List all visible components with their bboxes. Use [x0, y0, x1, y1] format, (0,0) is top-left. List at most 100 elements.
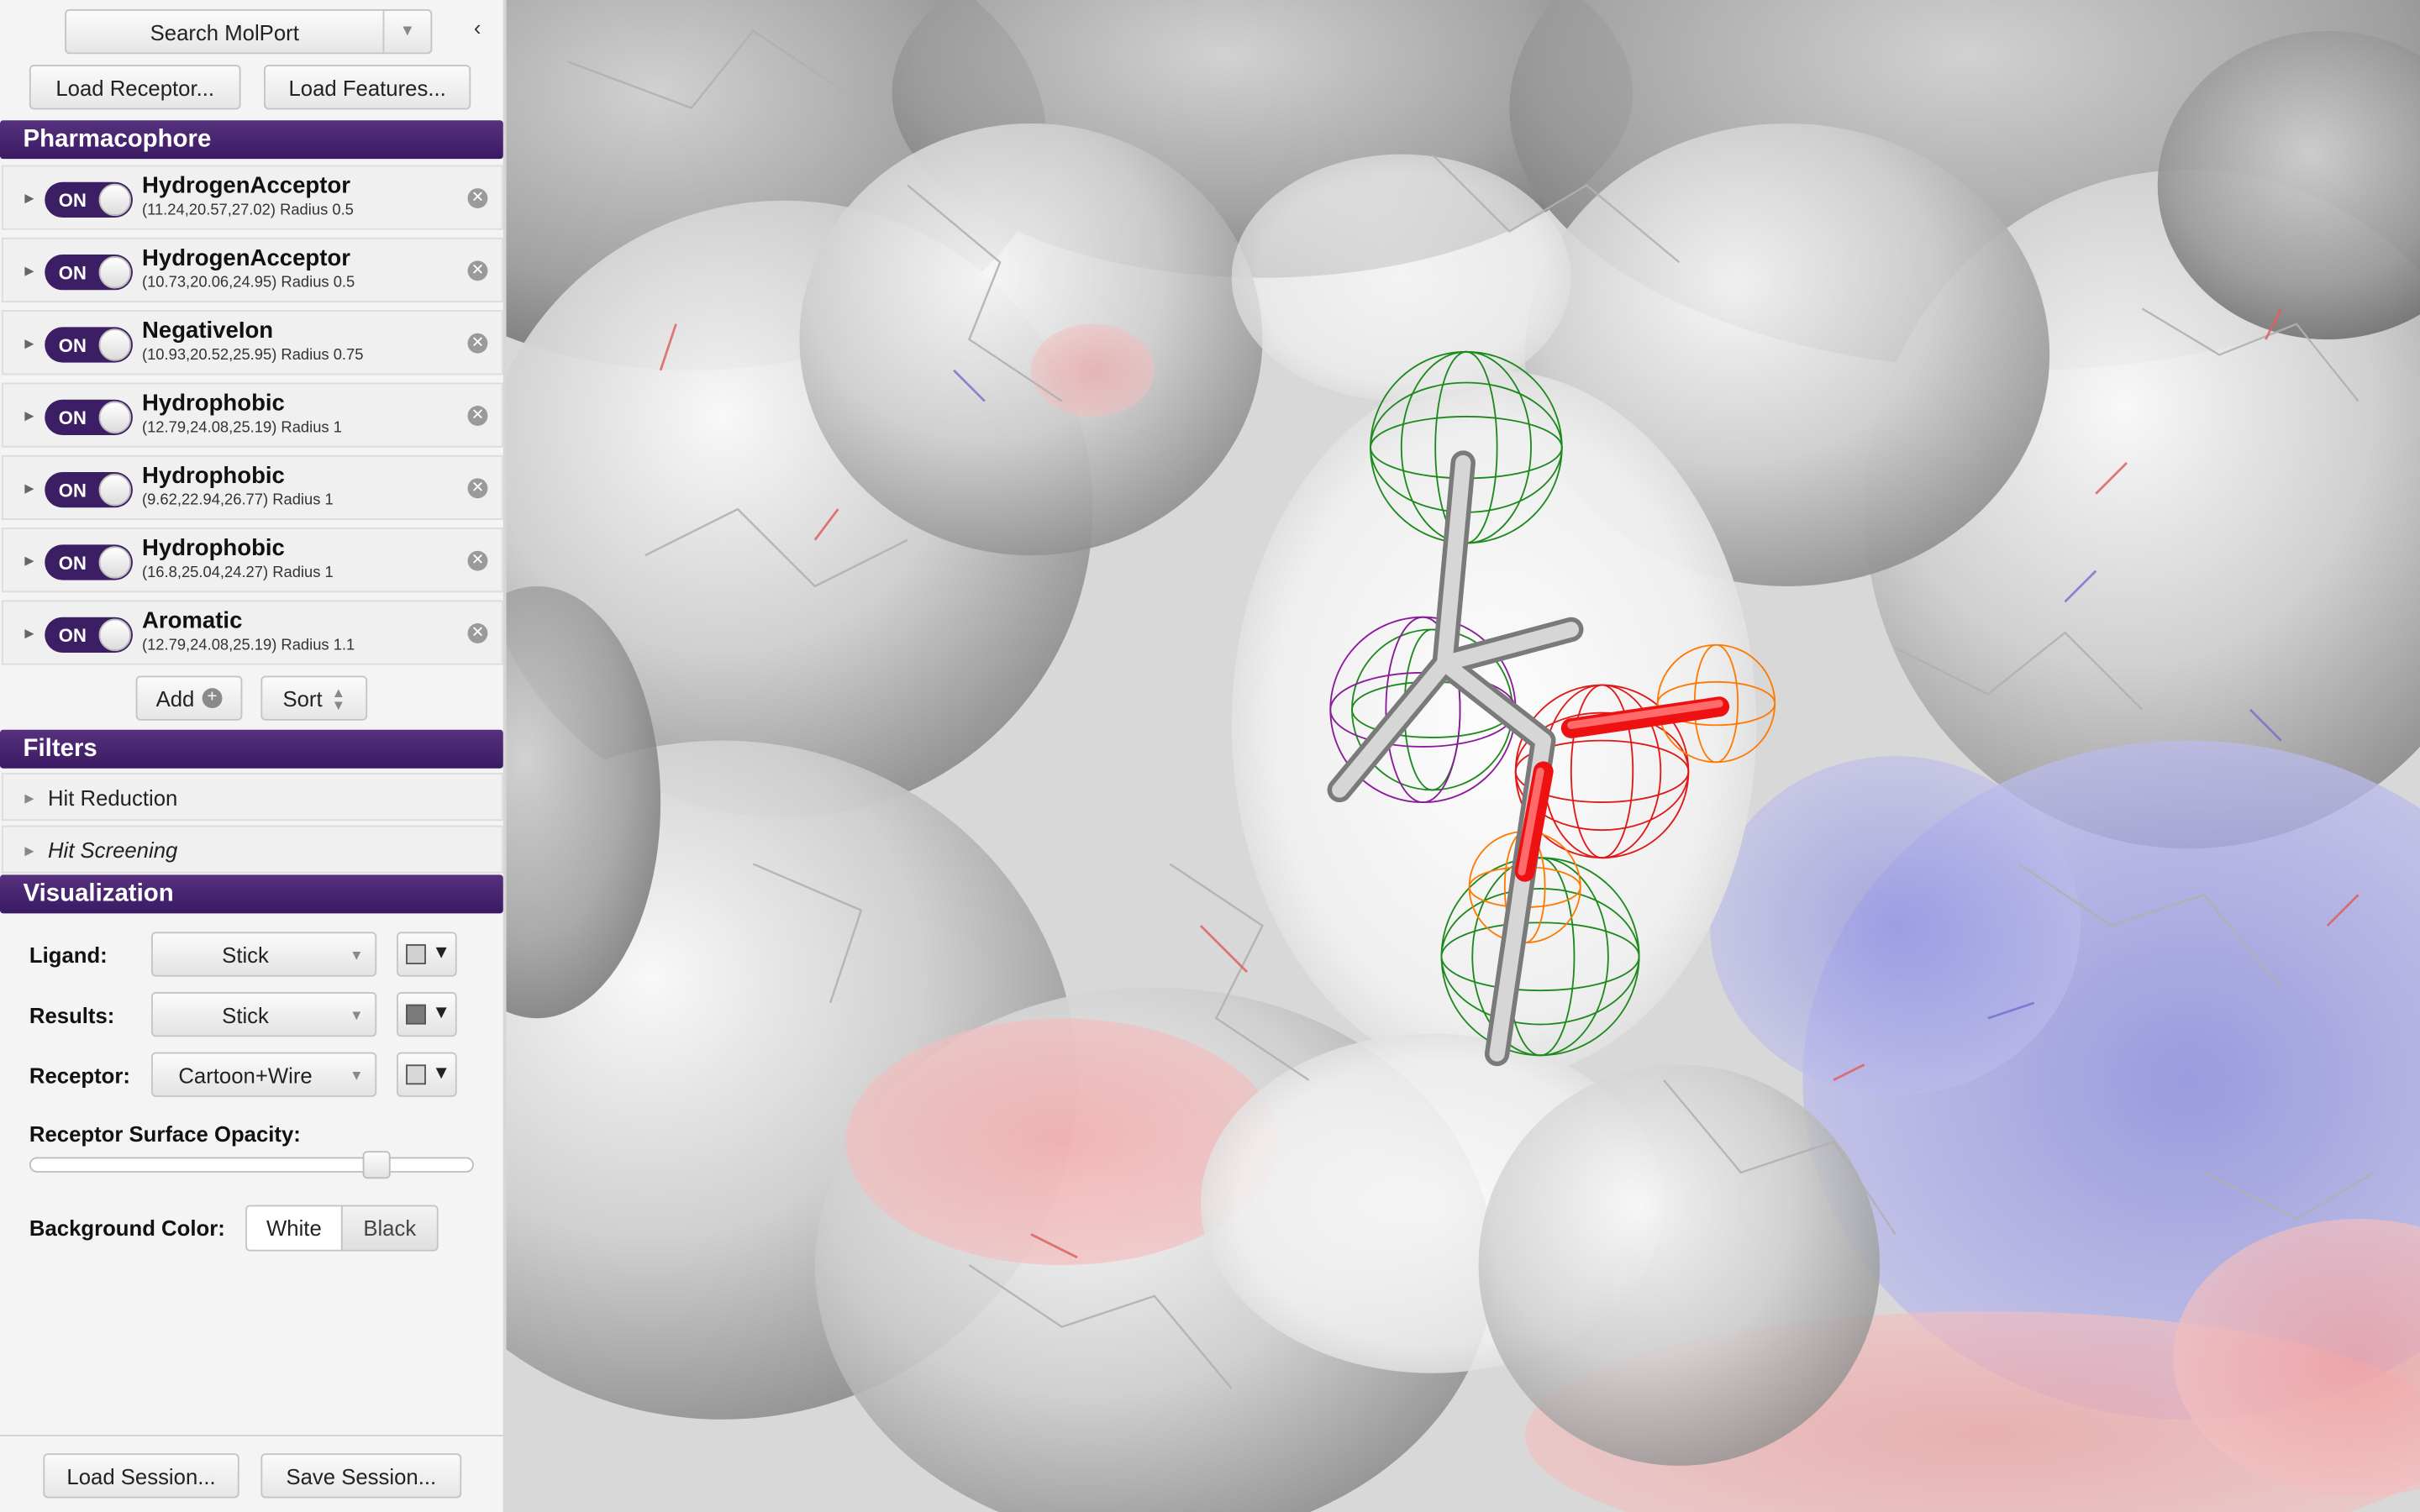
feature-radius: Radius 0.5	[281, 274, 355, 292]
pharmacophore-header[interactable]: Pharmacophore	[0, 120, 503, 160]
search-molport-button[interactable]: Search MolPort ▼	[65, 9, 433, 55]
feature-row[interactable]: ▶ ON Aromatic (12.79,24.08,25.19) Radius…	[1, 600, 503, 665]
feature-name: NegativeIon	[141, 318, 274, 344]
save-session-button[interactable]: Save Session...	[260, 1453, 462, 1499]
feature-detail: (16.8,25.04,24.27) Radius 1	[142, 564, 334, 581]
expand-triangle-icon[interactable]: ▶	[24, 554, 34, 568]
feature-row[interactable]: ▶ ON HydrogenAcceptor (11.24,20.57,27.02…	[1, 165, 503, 230]
remove-feature-icon[interactable]: ✕	[467, 188, 488, 208]
toggle-knob	[98, 255, 132, 289]
feature-radius: Radius 1	[272, 491, 334, 510]
results-style-select[interactable]: Stick ▼	[151, 992, 377, 1037]
sort-updown-icon: ▲ ▼	[331, 684, 346, 712]
ligand-color-button[interactable]: ▼	[397, 932, 457, 977]
toggle-knob	[98, 546, 132, 579]
receptor-wire	[567, 29, 2375, 1389]
bg-white-option[interactable]: White	[245, 1205, 343, 1252]
expand-triangle-icon[interactable]: ▶	[24, 264, 34, 278]
feature-row[interactable]: ▶ ON HydrogenAcceptor (10.73,20.06,24.95…	[1, 237, 503, 303]
results-color-button[interactable]: ▼	[397, 992, 457, 1037]
remove-feature-icon[interactable]: ✕	[467, 623, 488, 643]
remove-feature-icon[interactable]: ✕	[467, 478, 488, 499]
expand-triangle-icon[interactable]: ▶	[24, 626, 34, 641]
ligand-sticks[interactable]	[1327, 450, 1730, 1067]
plus-circle-icon: +	[202, 688, 223, 709]
feature-row[interactable]: ▶ ON Hydrophobic (9.62,22.94,26.77) Radi…	[1, 454, 503, 520]
results-label: Results:	[29, 1002, 115, 1028]
opacity-slider-track[interactable]	[29, 1157, 474, 1173]
visualization-header[interactable]: Visualization	[0, 874, 503, 914]
molecule-viewer[interactable]	[506, 0, 2420, 1512]
ligand-color-swatch	[406, 944, 426, 964]
load-session-button[interactable]: Load Session...	[43, 1453, 239, 1499]
feature-detail: (10.73,20.06,24.95) Radius 0.5	[142, 275, 355, 291]
feature-toggle[interactable]: ON	[45, 327, 133, 363]
add-feature-label: Add	[155, 685, 195, 711]
sort-features-label: Sort	[282, 685, 323, 711]
expand-triangle-icon[interactable]: ▶	[24, 481, 34, 496]
filter-hit-reduction[interactable]: ▶ Hit Reduction	[1, 773, 503, 822]
remove-feature-icon[interactable]: ✕	[467, 333, 488, 354]
feature-toggle[interactable]: ON	[45, 544, 133, 580]
feature-toggle[interactable]: ON	[45, 255, 133, 291]
ligand-style-value: Stick	[222, 942, 269, 967]
feature-name: Hydrophobic	[141, 535, 285, 562]
dropdown-arrow-icon: ▼	[432, 1061, 451, 1084]
ligand-label: Ligand:	[29, 942, 108, 968]
remove-feature-icon[interactable]: ✕	[467, 550, 488, 571]
dropdown-arrow-icon: ▼	[432, 941, 451, 963]
feature-row[interactable]: ▶ ON Hydrophobic (12.79,24.08,25.19) Rad…	[1, 382, 503, 448]
feature-coords: (9.62,22.94,26.77)	[141, 491, 269, 510]
results-color-swatch	[406, 1004, 426, 1025]
expand-triangle-icon[interactable]: ▶	[24, 191, 34, 206]
feature-radius: Radius 0.5	[280, 202, 354, 219]
receptor-color-swatch	[406, 1064, 426, 1085]
chevron-down-icon[interactable]: ▼	[399, 23, 415, 40]
add-feature-button[interactable]: Add +	[135, 675, 243, 721]
feature-detail: (10.93,20.52,25.95) Radius 0.75	[142, 347, 363, 364]
results-style-value: Stick	[222, 1001, 269, 1027]
feature-radius: Radius 1.1	[281, 637, 355, 654]
expand-triangle-icon[interactable]: ▶	[24, 408, 34, 423]
load-receptor-button[interactable]: Load Receptor...	[29, 65, 241, 110]
chevron-down-icon: ▼	[350, 1006, 364, 1022]
feature-coords: (10.93,20.52,25.95)	[141, 347, 277, 365]
receptor-style-select[interactable]: Cartoon+Wire ▼	[151, 1052, 377, 1097]
receptor-label: Receptor:	[29, 1063, 130, 1088]
collapse-sidebar-icon[interactable]: ‹	[473, 15, 481, 40]
remove-feature-icon[interactable]: ✕	[467, 260, 488, 281]
filters-header[interactable]: Filters	[0, 729, 503, 769]
load-features-button[interactable]: Load Features...	[264, 65, 471, 110]
feature-toggle[interactable]: ON	[45, 617, 133, 653]
feature-name: HydrogenAcceptor	[141, 245, 350, 272]
wire-nitrogen-ticks	[953, 369, 2282, 1020]
feature-name: Aromatic	[141, 607, 243, 634]
negative-ion-sphere[interactable]	[1514, 684, 1690, 859]
feature-row[interactable]: ▶ ON NegativeIon (10.93,20.52,25.95) Rad…	[1, 310, 503, 375]
hydrophobic-sphere[interactable]	[1440, 857, 1640, 1057]
expand-triangle-icon[interactable]: ▶	[24, 791, 34, 806]
ligand-style-select[interactable]: Stick ▼	[151, 932, 377, 977]
feature-toggle[interactable]: ON	[45, 472, 133, 508]
remove-feature-icon[interactable]: ✕	[467, 406, 488, 426]
expand-triangle-icon[interactable]: ▶	[24, 336, 34, 350]
opacity-slider-handle[interactable]	[362, 1151, 391, 1179]
receptor-color-button[interactable]: ▼	[397, 1052, 457, 1097]
feature-row[interactable]: ▶ ON Hydrophobic (16.8,25.04,24.27) Radi…	[1, 528, 503, 593]
feature-coords: (16.8,25.04,24.27)	[141, 564, 269, 582]
filter-label: Hit Reduction	[47, 785, 178, 811]
toggle-label: ON	[58, 189, 87, 212]
dropdown-arrow-icon: ▼	[432, 1001, 451, 1023]
toggle-label: ON	[58, 262, 87, 284]
feature-toggle[interactable]: ON	[45, 399, 133, 435]
receptor-surface	[506, 0, 2420, 1512]
bg-black-option[interactable]: Black	[340, 1205, 439, 1252]
feature-toggle[interactable]: ON	[45, 181, 133, 218]
toggle-knob	[98, 473, 132, 507]
search-molport-label[interactable]: Search MolPort	[66, 10, 385, 53]
filter-hit-screening[interactable]: ▶ Hit Screening	[1, 825, 503, 874]
expand-triangle-icon[interactable]: ▶	[24, 843, 34, 858]
sort-features-button[interactable]: Sort ▲ ▼	[260, 675, 368, 721]
acceptor-sphere[interactable]	[1656, 643, 1776, 764]
viewer-canvas[interactable]	[506, 0, 2420, 1512]
